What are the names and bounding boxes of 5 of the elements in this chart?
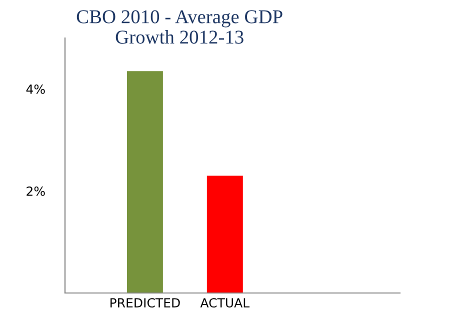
- y-tick-label: 2%: [26, 186, 45, 196]
- x-tick-label: ACTUAL: [200, 298, 250, 308]
- chart-title: CBO 2010 - Average GDP Growth 2012-13: [76, 10, 282, 44]
- x-tick-label: PREDICTED: [110, 298, 180, 308]
- y-tick-label: 4%: [26, 84, 45, 94]
